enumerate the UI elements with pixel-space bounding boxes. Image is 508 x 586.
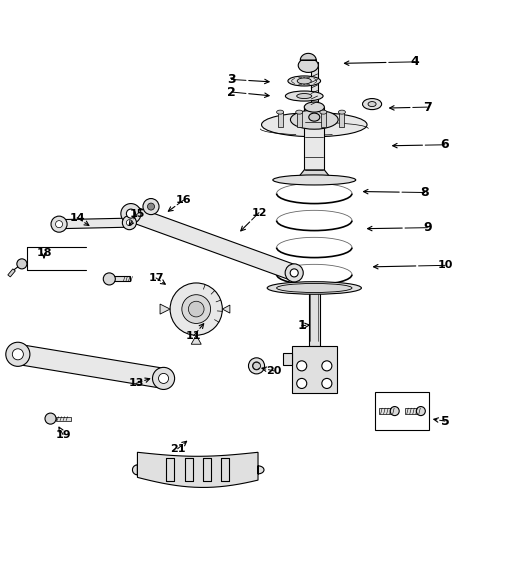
Ellipse shape: [320, 110, 327, 114]
Circle shape: [17, 259, 27, 269]
Ellipse shape: [277, 284, 352, 292]
Polygon shape: [223, 305, 230, 313]
Text: 8: 8: [421, 186, 429, 199]
Bar: [277, 112, 282, 127]
Circle shape: [182, 295, 211, 323]
Circle shape: [121, 203, 141, 224]
Text: 16: 16: [176, 195, 192, 205]
Text: 2: 2: [227, 86, 236, 98]
Polygon shape: [59, 218, 130, 229]
Circle shape: [322, 361, 332, 371]
Circle shape: [126, 209, 136, 218]
Circle shape: [297, 361, 307, 371]
Bar: [109, 277, 131, 281]
Text: 14: 14: [69, 213, 85, 223]
Ellipse shape: [298, 59, 319, 73]
Circle shape: [248, 358, 265, 374]
Bar: [378, 408, 395, 414]
Ellipse shape: [297, 78, 311, 84]
Text: 1: 1: [297, 319, 306, 332]
Ellipse shape: [285, 91, 323, 101]
Circle shape: [285, 264, 303, 282]
Ellipse shape: [304, 102, 324, 112]
Polygon shape: [298, 170, 330, 178]
Circle shape: [126, 220, 133, 226]
Text: 21: 21: [170, 444, 185, 454]
Text: 11: 11: [186, 331, 202, 340]
Ellipse shape: [368, 101, 376, 107]
Text: 17: 17: [148, 273, 164, 283]
Text: 12: 12: [251, 207, 267, 217]
Ellipse shape: [277, 110, 283, 114]
Circle shape: [322, 379, 332, 389]
Bar: [55, 417, 71, 421]
Ellipse shape: [288, 76, 321, 86]
Circle shape: [55, 221, 62, 228]
Ellipse shape: [416, 407, 425, 415]
Polygon shape: [191, 335, 201, 344]
Bar: [405, 408, 421, 414]
Polygon shape: [8, 269, 15, 277]
Polygon shape: [160, 304, 170, 314]
Ellipse shape: [297, 94, 312, 98]
Circle shape: [45, 413, 56, 424]
Ellipse shape: [309, 113, 320, 121]
Bar: [292, 346, 337, 393]
Ellipse shape: [262, 113, 367, 137]
Polygon shape: [300, 53, 316, 60]
Text: 5: 5: [440, 415, 449, 428]
Ellipse shape: [267, 282, 361, 294]
Polygon shape: [128, 206, 297, 281]
Bar: [309, 289, 320, 346]
Text: 10: 10: [437, 260, 453, 270]
Bar: [374, 393, 429, 430]
Circle shape: [252, 362, 261, 370]
Circle shape: [290, 269, 298, 277]
Bar: [311, 62, 318, 107]
Bar: [339, 112, 344, 127]
Circle shape: [170, 283, 223, 335]
Polygon shape: [133, 452, 264, 488]
Ellipse shape: [273, 175, 356, 185]
Text: 20: 20: [266, 366, 282, 376]
Circle shape: [158, 373, 169, 383]
Text: 3: 3: [227, 73, 236, 86]
Text: 15: 15: [130, 209, 145, 219]
Circle shape: [6, 342, 30, 366]
Polygon shape: [282, 353, 292, 365]
Circle shape: [51, 216, 67, 232]
Circle shape: [103, 273, 115, 285]
Bar: [321, 112, 326, 127]
Polygon shape: [16, 345, 165, 389]
Ellipse shape: [390, 407, 399, 415]
Text: 4: 4: [410, 55, 419, 69]
Circle shape: [12, 349, 23, 360]
Bar: [297, 112, 302, 127]
Circle shape: [297, 379, 307, 389]
Ellipse shape: [296, 110, 303, 114]
Circle shape: [143, 199, 159, 214]
Circle shape: [188, 301, 204, 317]
Text: 13: 13: [128, 379, 144, 389]
Circle shape: [122, 216, 137, 230]
Ellipse shape: [338, 110, 345, 114]
Ellipse shape: [291, 110, 338, 129]
Text: 9: 9: [423, 221, 432, 234]
Circle shape: [152, 367, 175, 390]
Bar: [304, 107, 324, 178]
Text: 19: 19: [55, 430, 71, 440]
Text: 7: 7: [423, 101, 432, 114]
Text: 18: 18: [36, 248, 52, 258]
Text: 6: 6: [440, 138, 449, 151]
Ellipse shape: [363, 98, 382, 110]
Circle shape: [147, 203, 154, 210]
